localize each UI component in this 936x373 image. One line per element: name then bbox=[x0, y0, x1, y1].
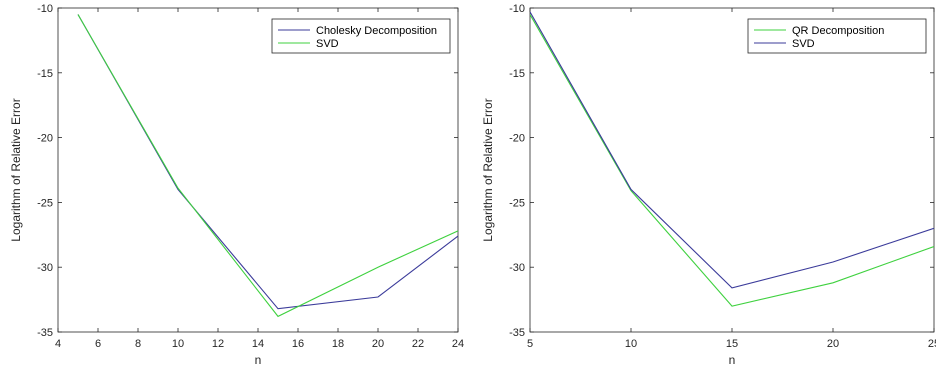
series-line-1 bbox=[530, 14, 934, 307]
legend-entry: SVD bbox=[316, 38, 339, 50]
x-tick-label: 8 bbox=[135, 338, 141, 350]
y-axis-label: Logarithm of Relative Error bbox=[9, 98, 23, 241]
x-tick-label: 16 bbox=[292, 338, 304, 350]
plot-area bbox=[529, 7, 935, 333]
y-tick-label: -20 bbox=[37, 133, 53, 145]
y-tick-label: -30 bbox=[509, 262, 525, 274]
y-tick-label: -35 bbox=[509, 327, 525, 339]
x-axis-label: n bbox=[729, 353, 736, 367]
x-tick-label: 10 bbox=[172, 338, 184, 350]
legend-entry: Cholesky Decomposition bbox=[316, 25, 437, 37]
legend-box bbox=[747, 18, 927, 54]
series-line-2 bbox=[77, 14, 458, 318]
chart-1: 4 6 8 10 12 14 16 18 20 22 24 -10 -15 -20 -25 -30 -35 n Lo… bbox=[9, 3, 464, 367]
x-tick-label: 6 bbox=[95, 338, 101, 350]
x-tick-label: 25 bbox=[928, 338, 936, 350]
x-tick-label: 18 bbox=[332, 338, 344, 350]
x-tick-label: 20 bbox=[372, 338, 384, 350]
y-tick-label: -30 bbox=[37, 262, 53, 274]
y-tick-label: -35 bbox=[37, 327, 53, 339]
y-tick-label: -20 bbox=[509, 133, 525, 145]
y-tick-label: -25 bbox=[37, 197, 53, 209]
legend-entry: SVD bbox=[792, 38, 815, 50]
series-line-2 bbox=[530, 11, 934, 289]
plot-area bbox=[57, 7, 459, 333]
x-tick-label: 20 bbox=[827, 338, 839, 350]
y-tick-label: -10 bbox=[509, 3, 525, 15]
x-tick-label: 10 bbox=[625, 338, 637, 350]
x-tick-label: 5 bbox=[527, 338, 533, 350]
y-tick-label: -10 bbox=[37, 3, 53, 15]
x-tick-label: 12 bbox=[212, 338, 224, 350]
x-tick-label: 15 bbox=[726, 338, 738, 350]
x-tick-label: 14 bbox=[252, 338, 264, 350]
legend-entry: QR Decomposition bbox=[792, 25, 884, 37]
x-tick-label: 22 bbox=[412, 338, 424, 350]
chart-2: 5 10 15 20 25 -10 -15 -20 -25 -30 -35 n Logarithm of… bbox=[481, 3, 936, 367]
y-tick-label: -15 bbox=[509, 68, 525, 80]
legend-box bbox=[271, 18, 451, 54]
x-axis-label: n bbox=[255, 353, 262, 367]
y-tick-label: -15 bbox=[37, 68, 53, 80]
x-tick-label: 24 bbox=[452, 338, 464, 350]
x-tick-label: 4 bbox=[55, 338, 61, 350]
y-tick-label: -25 bbox=[509, 197, 525, 209]
y-axis-label: Logarithm of Relative Error bbox=[481, 98, 495, 241]
